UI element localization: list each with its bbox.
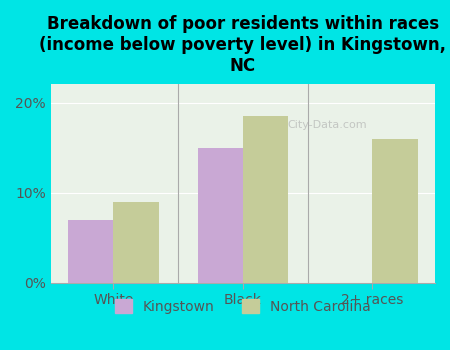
Bar: [198, 148, 243, 283]
Title: Breakdown of poor residents within races
(income below poverty level) in Kingsto: Breakdown of poor residents within races…: [39, 15, 446, 75]
Text: City-Data.com: City-Data.com: [288, 120, 367, 130]
Bar: [68, 219, 113, 283]
Bar: [372, 139, 418, 283]
Bar: [243, 116, 288, 283]
Legend: Kingstown, North Carolina: Kingstown, North Carolina: [109, 293, 376, 319]
Bar: [113, 202, 159, 283]
